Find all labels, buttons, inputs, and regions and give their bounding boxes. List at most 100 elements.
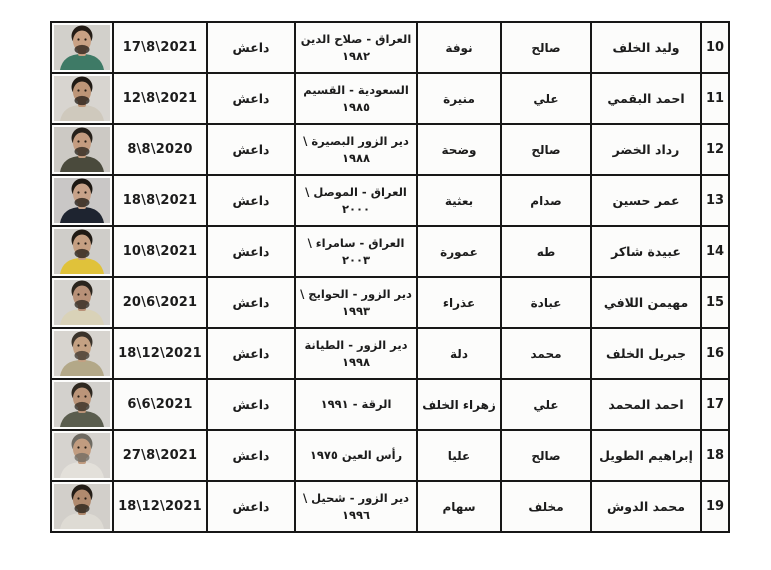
birth-year: ٢٠٠٠	[341, 201, 371, 216]
father-name: علي	[502, 380, 590, 429]
arrest-date: 10\8\2021	[114, 227, 206, 276]
birthplace-line: العراق - سامراء \	[307, 235, 405, 250]
arrest-date: 20\6\2021	[114, 278, 206, 327]
row-number: 16	[702, 329, 728, 378]
person-silhouette	[60, 280, 104, 325]
detainee-photo	[54, 229, 110, 274]
birthplace-cell: دير الزور البصيرة \ ١٩٨٨	[296, 125, 416, 174]
arrest-date: 18\12\2021	[114, 482, 206, 531]
person-silhouette	[60, 331, 104, 376]
mother-name: دلة	[418, 329, 500, 378]
birth-year: ٢٠٠٣	[341, 252, 371, 267]
detainee-name: جبريل الخلف	[592, 329, 700, 378]
row-number: 13	[702, 176, 728, 225]
detainee-photo	[54, 433, 110, 478]
photo-cell	[52, 329, 112, 378]
arrest-date: 6\6\2021	[114, 380, 206, 429]
arrest-date: 8\8\2020	[114, 125, 206, 174]
detainee-photo	[54, 76, 110, 121]
row-number: 15	[702, 278, 728, 327]
person-silhouette	[60, 25, 104, 70]
detainee-photo	[54, 382, 110, 427]
organization-label: داعش	[208, 74, 294, 123]
photo-cell	[52, 74, 112, 123]
person-silhouette	[60, 484, 104, 529]
photo-cell	[52, 278, 112, 327]
row-number: 10	[702, 23, 728, 72]
mother-name: عمورة	[418, 227, 500, 276]
birth-year: ١٩٩٨	[341, 354, 371, 369]
detainee-photo	[54, 280, 110, 325]
detainee-name: عمر حسين	[592, 176, 700, 225]
organization-label: داعش	[208, 482, 294, 531]
mother-name: بعثية	[418, 176, 500, 225]
arrest-date: 17\8\2021	[114, 23, 206, 72]
birthplace-line: العراق - صلاح الدين	[300, 31, 412, 46]
father-name: محمد	[502, 329, 590, 378]
father-name: مخلف	[502, 482, 590, 531]
birthplace-cell: دير الزور - الطيانة ١٩٩٨	[296, 329, 416, 378]
arrest-date: 18\8\2021	[114, 176, 206, 225]
organization-label: داعش	[208, 23, 294, 72]
birthplace-cell: دير الزور - الحوايج \ ١٩٩٣	[296, 278, 416, 327]
row-number: 19	[702, 482, 728, 531]
arrest-date: 27\8\2021	[114, 431, 206, 480]
row-number: 14	[702, 227, 728, 276]
birth-year: ١٩٩٣	[341, 303, 371, 318]
birthplace-line: دير الزور - الطيانة	[304, 337, 408, 352]
birthplace-line: الرقة - ١٩٩١	[320, 397, 392, 412]
father-name: صدام	[502, 176, 590, 225]
mother-name: زهراء الخلف	[418, 380, 500, 429]
organization-label: داعش	[208, 125, 294, 174]
arrest-date: 18\12\2021	[114, 329, 206, 378]
detainee-name: احمد البقمي	[592, 74, 700, 123]
row-number: 17	[702, 380, 728, 429]
organization-label: داعش	[208, 176, 294, 225]
mother-name: وضحة	[418, 125, 500, 174]
detainee-photo	[54, 331, 110, 376]
birthplace-cell: السعودية - القسيم ١٩٨٥	[296, 74, 416, 123]
organization-label: داعش	[208, 278, 294, 327]
father-name: عبادة	[502, 278, 590, 327]
organization-label: داعش	[208, 227, 294, 276]
detainee-table: 17\8\2021 داعش العراق - صلاح الدين ١٩٨٢ …	[50, 21, 730, 533]
birthplace-line: دير الزور - شحيل \	[302, 490, 410, 505]
detainee-photo	[54, 127, 110, 172]
birthplace-cell: الرقة - ١٩٩١	[296, 380, 416, 429]
birthplace-line: العراق - الموصل \	[305, 184, 407, 199]
photo-cell	[52, 380, 112, 429]
photo-cell	[52, 23, 112, 72]
birth-year: ١٩٩٦	[341, 507, 371, 522]
birthplace-line: السعودية - القسيم	[303, 82, 409, 97]
person-silhouette	[60, 229, 104, 274]
mother-name: سهام	[418, 482, 500, 531]
birthplace-cell: العراق - الموصل \ ٢٠٠٠	[296, 176, 416, 225]
photo-cell	[52, 431, 112, 480]
detainee-name: عبيدة شاكر	[592, 227, 700, 276]
birthplace-cell: العراق - سامراء \ ٢٠٠٣	[296, 227, 416, 276]
person-silhouette	[60, 178, 104, 223]
organization-label: داعش	[208, 431, 294, 480]
birth-year: ١٩٨٥	[341, 99, 371, 114]
birthplace-line: دير الزور - الحوايج \	[300, 286, 412, 301]
father-name: علي	[502, 74, 590, 123]
birthplace-cell: دير الزور - شحيل \ ١٩٩٦	[296, 482, 416, 531]
detainee-name: مهيمن اللافي	[592, 278, 700, 327]
person-silhouette	[60, 382, 104, 427]
father-name: صالح	[502, 125, 590, 174]
detainee-photo	[54, 178, 110, 223]
detainee-name: احمد المحمد	[592, 380, 700, 429]
arrest-date: 12\8\2021	[114, 74, 206, 123]
birth-year: ١٩٨٨	[341, 150, 371, 165]
mother-name: نوفة	[418, 23, 500, 72]
birthplace-cell: رأس العين ١٩٧٥	[296, 431, 416, 480]
detainee-name: رداد الخضر	[592, 125, 700, 174]
birth-year: ١٩٨٢	[341, 48, 371, 63]
birthplace-line: دير الزور البصيرة \	[303, 133, 409, 148]
mother-name: عليا	[418, 431, 500, 480]
detainee-photo	[54, 484, 110, 529]
birthplace-cell: العراق - صلاح الدين ١٩٨٢	[296, 23, 416, 72]
photo-cell	[52, 176, 112, 225]
detainee-name: وليد الخلف	[592, 23, 700, 72]
row-number: 11	[702, 74, 728, 123]
